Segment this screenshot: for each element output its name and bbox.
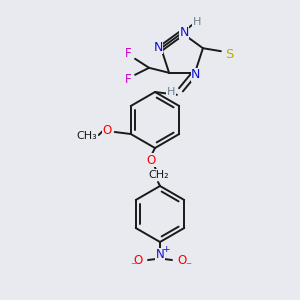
Text: O: O [146, 154, 156, 166]
Text: N: N [156, 248, 164, 262]
Text: O: O [102, 124, 111, 137]
Text: methoxy: methoxy [92, 135, 98, 136]
Text: N: N [153, 41, 163, 54]
Text: +: + [162, 245, 170, 254]
Text: O: O [134, 254, 142, 268]
Text: N: N [191, 68, 201, 81]
Text: H: H [167, 87, 175, 97]
Text: CH₃: CH₃ [76, 131, 97, 141]
Text: ⁻: ⁻ [130, 260, 136, 274]
Text: CH₂: CH₂ [149, 170, 169, 180]
Text: ⁻: ⁻ [185, 260, 191, 274]
Text: S: S [225, 48, 233, 61]
Text: F: F [125, 47, 131, 60]
Text: O: O [177, 254, 187, 268]
Text: F: F [125, 73, 131, 86]
Text: H: H [193, 17, 201, 27]
Text: N: N [179, 26, 189, 38]
